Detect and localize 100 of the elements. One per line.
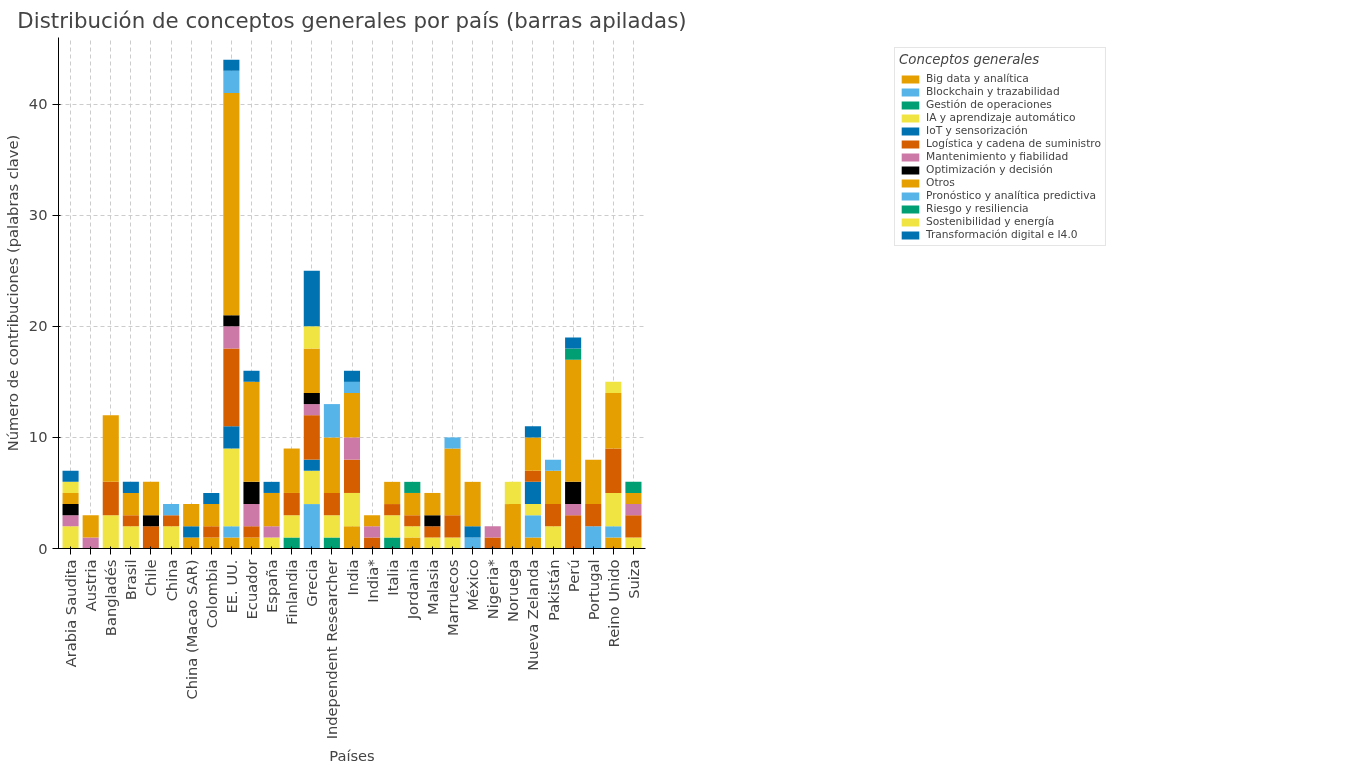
bar xyxy=(243,481,260,505)
x-tick-label: Jordania xyxy=(403,559,421,621)
bar xyxy=(223,59,240,71)
bar xyxy=(524,470,541,482)
bar xyxy=(303,459,320,471)
bar xyxy=(524,515,541,538)
bar xyxy=(625,504,642,516)
bar xyxy=(625,537,642,549)
bar xyxy=(122,481,139,493)
bar xyxy=(283,492,300,516)
x-tick-label: Malasia xyxy=(423,559,441,615)
bar xyxy=(343,526,361,549)
legend-label: Mantenimiento y fiabilidad xyxy=(925,150,1069,163)
bar xyxy=(263,481,280,493)
bar xyxy=(384,481,401,505)
x-tick-label: Colombia xyxy=(202,559,220,629)
bar xyxy=(444,515,461,538)
bar xyxy=(142,515,160,527)
bar xyxy=(122,526,139,549)
y-tick-label: 10 xyxy=(28,428,48,446)
bar xyxy=(565,504,582,516)
x-tick-label: China (Macao SAR) xyxy=(182,559,200,700)
bar xyxy=(303,270,320,327)
bar xyxy=(303,348,320,393)
bar xyxy=(62,492,79,505)
bar xyxy=(585,459,602,505)
x-tick-label: Pakistán xyxy=(544,559,562,621)
bar xyxy=(504,481,521,505)
bar xyxy=(243,537,260,549)
bar xyxy=(223,70,240,94)
legend-label: Otros xyxy=(925,176,955,189)
bar xyxy=(424,492,441,516)
bar xyxy=(544,526,562,549)
bar xyxy=(183,504,200,527)
y-tick-label: 30 xyxy=(28,206,48,224)
bar xyxy=(605,537,622,549)
bar xyxy=(364,526,381,538)
bar xyxy=(323,515,340,538)
bar xyxy=(343,459,361,493)
bar xyxy=(625,481,642,493)
bar xyxy=(404,492,421,516)
bar xyxy=(243,504,260,527)
bar xyxy=(504,504,521,549)
chart-title: Distribución de conceptos generales por país (barras apiladas) xyxy=(17,7,687,33)
bar xyxy=(565,359,582,482)
bar xyxy=(323,537,340,549)
x-tick-label: Suiza xyxy=(624,559,642,599)
x-tick-label: Noruega xyxy=(504,559,522,623)
x-tick-label: Italia xyxy=(383,559,401,596)
bar xyxy=(62,526,79,549)
x-tick-label: Grecia xyxy=(303,559,321,607)
bar xyxy=(283,537,300,549)
y-axis-title: Número de contribuciones (palabras clave) xyxy=(3,134,21,452)
legend-label: IoT y sensorización xyxy=(925,124,1028,137)
bar xyxy=(183,537,200,549)
x-tick-label: China xyxy=(162,559,180,602)
bar xyxy=(384,504,401,516)
x-tick-label: Marruecos xyxy=(444,559,462,636)
x-tick-label: Bangladés xyxy=(102,559,120,637)
bar xyxy=(223,93,240,316)
x-tick-label: Nueva Zelanda xyxy=(524,559,542,671)
x-tick-label: México xyxy=(464,559,482,611)
bar xyxy=(163,526,180,549)
x-tick-label: Finlandia xyxy=(283,559,301,625)
bar xyxy=(223,315,240,327)
bar xyxy=(343,492,361,527)
bar xyxy=(183,526,200,538)
legend-label: Sostenibilidad y energía xyxy=(925,215,1055,228)
legend-label: Transformación digital e I4.0 xyxy=(925,228,1078,241)
bar xyxy=(102,481,119,516)
bar xyxy=(404,526,421,538)
legend-label: Big data y analítica xyxy=(925,72,1029,85)
bar xyxy=(62,515,79,527)
x-tick-label: Nigeria* xyxy=(484,559,502,620)
bar xyxy=(384,515,401,538)
x-tick-label: Reino Unido xyxy=(604,559,622,648)
x-tick-label: Chile xyxy=(142,559,160,597)
x-tick-label: Independent Researcher xyxy=(323,558,341,740)
legend-label: Blockchain y trazabilidad xyxy=(925,85,1060,98)
bar xyxy=(62,481,79,493)
bar xyxy=(585,504,602,527)
x-tick-label: Perú xyxy=(564,559,582,593)
bar xyxy=(605,381,622,393)
bar xyxy=(263,526,280,538)
bar xyxy=(565,481,582,505)
bar xyxy=(464,526,481,538)
y-tick-label: 0 xyxy=(38,539,48,557)
bar xyxy=(544,470,562,505)
bar xyxy=(323,404,340,438)
x-tick-label: Brasil xyxy=(122,559,140,601)
bar xyxy=(122,492,139,516)
bar xyxy=(625,515,642,538)
bar xyxy=(223,448,240,527)
bar xyxy=(203,492,220,505)
bar xyxy=(203,504,220,527)
x-tick-label: India xyxy=(343,559,361,596)
bar xyxy=(323,437,340,493)
legend-label: Gestión de operaciones xyxy=(925,98,1052,111)
bar xyxy=(565,337,582,349)
bar xyxy=(464,537,481,549)
